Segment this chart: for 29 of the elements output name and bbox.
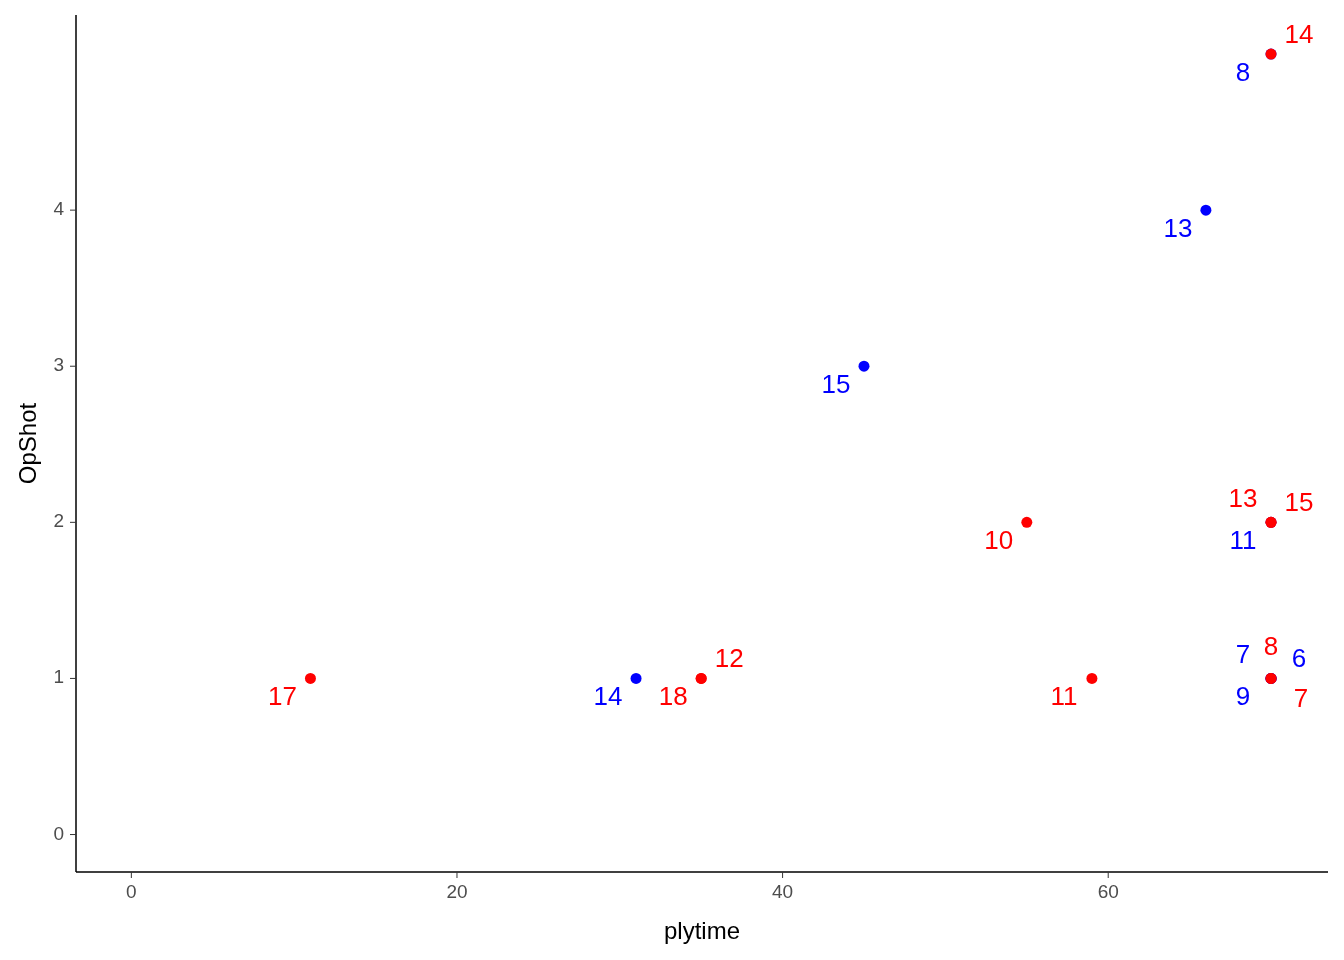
annotation: 11 <box>1229 525 1257 556</box>
annotation: 8 <box>1235 56 1251 87</box>
y-tick-label: 4 <box>53 198 65 220</box>
annotation: 7 <box>1293 683 1309 714</box>
x-tick-label: 0 <box>126 881 137 902</box>
annotation: 7 <box>1235 639 1251 670</box>
annotation: 6 <box>1291 643 1307 674</box>
annotation: 13 <box>1163 213 1193 243</box>
annotation: 11 <box>1050 681 1078 712</box>
y-tick-label: 0 <box>53 822 64 844</box>
x-tick-label: 60 <box>1097 881 1119 902</box>
annotation: 13 <box>1228 483 1258 514</box>
annotation: 10 <box>984 525 1014 556</box>
annotation: 9 <box>1235 681 1251 712</box>
annotation: 8 <box>1263 631 1279 662</box>
y-axis-title: OpShot <box>14 402 41 485</box>
x-tick-label: 20 <box>446 881 468 902</box>
annotation: 14 <box>1284 18 1314 49</box>
annotation: 14 <box>593 681 623 712</box>
y-tick-label: 2 <box>53 510 64 532</box>
annotation: 18 <box>658 681 688 712</box>
x-axis-title: plytime <box>663 917 741 944</box>
annotation: 17 <box>267 681 297 712</box>
y-tick-label: 3 <box>53 354 64 376</box>
y-tick-label: 1 <box>53 666 64 688</box>
annotation: 15 <box>821 369 851 400</box>
annotation: 15 <box>1284 487 1314 518</box>
annotation: 12 <box>714 643 744 674</box>
x-tick-label: 40 <box>772 881 794 902</box>
